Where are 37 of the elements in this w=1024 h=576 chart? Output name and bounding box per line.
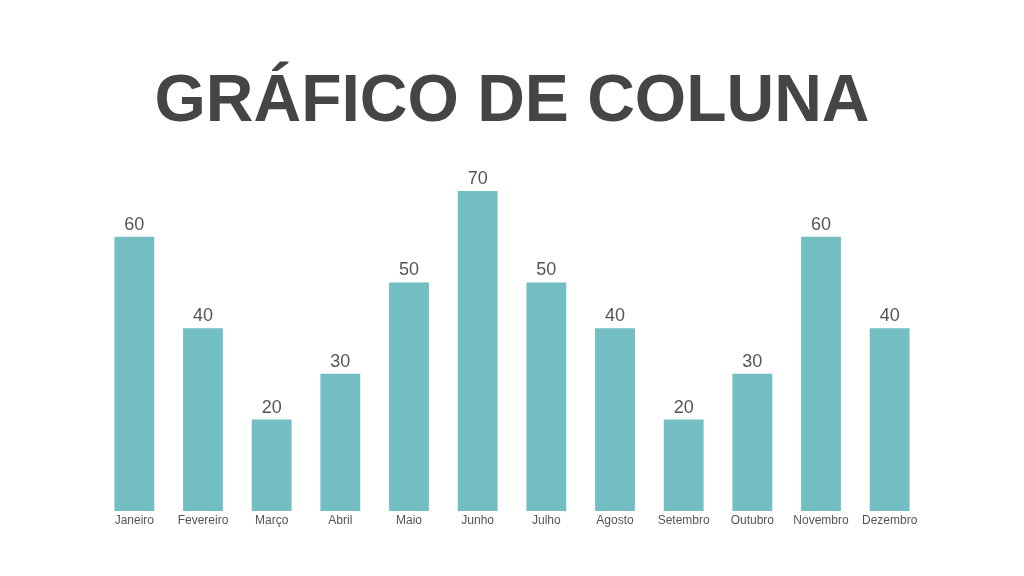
x-tick-label: Setembro	[657, 513, 711, 527]
bar	[457, 191, 498, 511]
x-tick-label: Outubro	[730, 513, 775, 527]
data-label: 20	[673, 396, 694, 417]
data-label: 40	[604, 305, 626, 326]
bar	[251, 419, 292, 511]
x-tick-label: Abril	[328, 513, 353, 527]
bar	[595, 328, 635, 511]
data-label: 20	[261, 396, 282, 417]
x-tick-label: Dezembro	[861, 513, 918, 527]
bar	[869, 328, 910, 511]
data-label: 30	[742, 350, 763, 371]
bar	[801, 236, 841, 511]
data-label: 40	[879, 305, 900, 326]
x-tick-label: Janeiro	[114, 513, 155, 527]
bar	[663, 419, 704, 511]
x-tick-label: Fevereiro	[177, 513, 229, 527]
data-label: 60	[810, 213, 832, 234]
data-label: 60	[124, 213, 145, 234]
x-tick-label: Agosto	[596, 513, 635, 527]
bar	[183, 328, 223, 511]
data-label: 50	[536, 259, 557, 280]
x-tick-label: Março	[255, 513, 289, 527]
data-label: 50	[398, 259, 420, 280]
chart-title: GRÁFICO DE COLUNA	[154, 61, 870, 136]
bar	[732, 373, 773, 511]
x-tick-label: Maio	[395, 513, 423, 527]
bar	[526, 282, 567, 511]
data-label: 30	[330, 350, 351, 371]
x-tick-label: Novembro	[793, 513, 849, 527]
bar	[389, 282, 429, 511]
x-tick-label: Junho	[461, 513, 495, 527]
data-label: 40	[192, 305, 214, 326]
bar	[114, 236, 155, 511]
data-label: 70	[467, 168, 488, 188]
x-tick-label: Julho	[531, 513, 561, 527]
bar	[320, 373, 361, 511]
